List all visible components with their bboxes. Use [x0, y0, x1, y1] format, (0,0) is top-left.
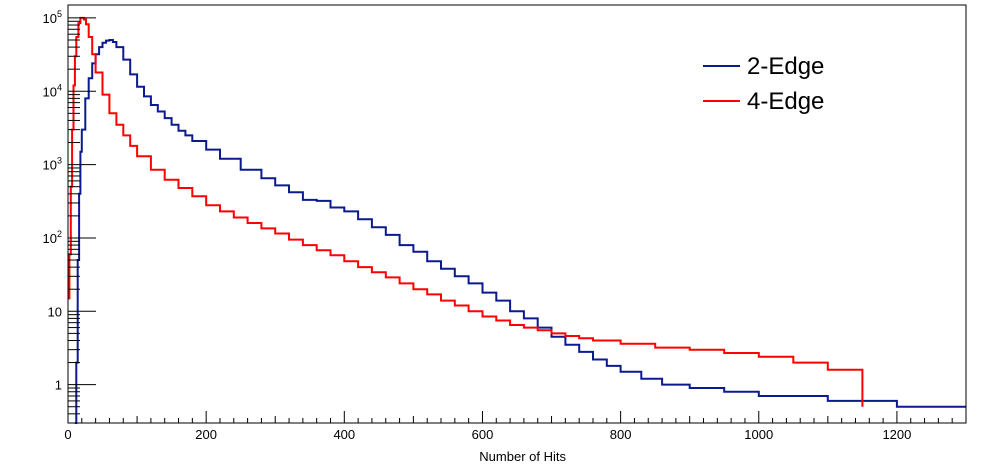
x-tick-label: 600 — [472, 427, 494, 442]
y-tick-label: 10 — [48, 304, 62, 319]
series-line-2-edge — [74, 39, 966, 424]
y-axis: 1 10 102 103 104 105 — [43, 9, 96, 424]
y-tick-label: 104 — [43, 82, 62, 99]
x-tick-label: 400 — [333, 427, 355, 442]
legend-label-4-edge: 4-Edge — [747, 88, 824, 115]
y-tick-label: 102 — [43, 229, 62, 246]
x-axis: 0 200 400 600 800 1000 1200 — [64, 411, 967, 442]
x-tick-label: 1200 — [882, 427, 911, 442]
plot-frame — [67, 4, 967, 424]
x-axis-title: Number of Hits — [479, 449, 566, 464]
legend-label-2-edge: 2-Edge — [747, 53, 824, 80]
y-tick-label: 1 — [55, 378, 62, 393]
x-tick-label: 0 — [64, 427, 71, 442]
y-tick-label: 103 — [43, 156, 62, 173]
series-layer — [68, 16, 966, 424]
x-tick-label: 800 — [610, 427, 632, 442]
series-line-4-edge — [68, 16, 864, 407]
x-tick-label: 1000 — [744, 427, 773, 442]
x-tick-label: 200 — [195, 427, 217, 442]
legend: 2-Edge 4-Edge — [703, 53, 824, 115]
y-tick-label: 105 — [43, 9, 62, 26]
